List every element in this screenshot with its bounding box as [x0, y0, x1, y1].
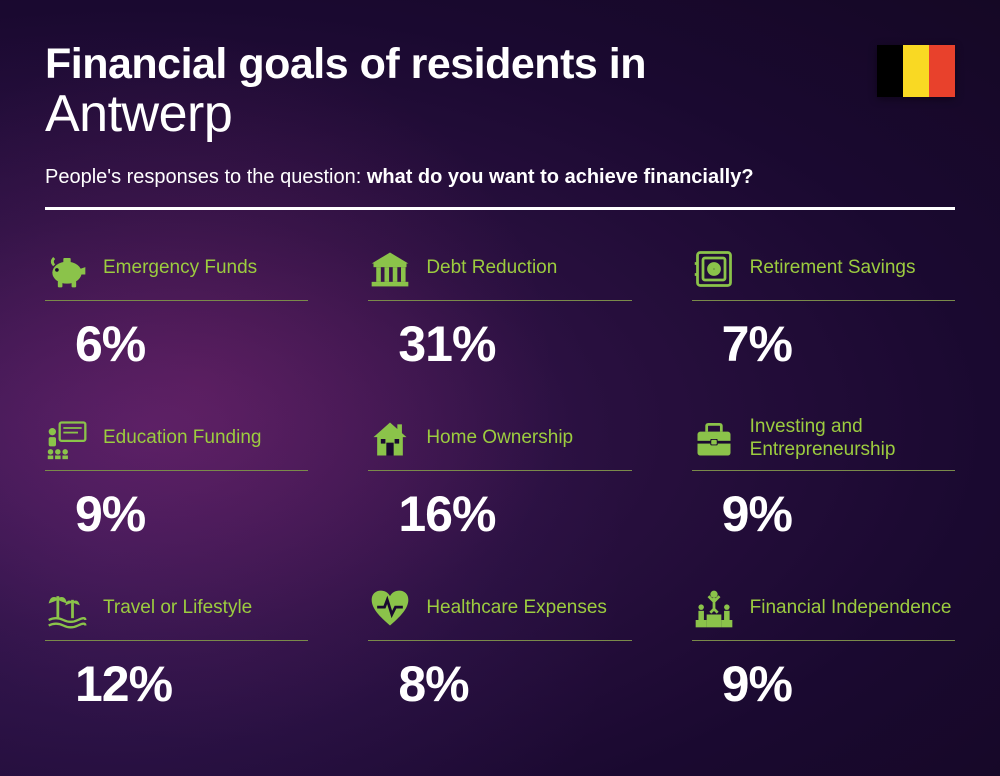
page-title-line2: Antwerp — [45, 84, 955, 144]
goal-head: Debt Reduction — [368, 245, 631, 301]
subtitle-question: what do you want to achieve financially? — [367, 166, 754, 188]
health-icon — [368, 587, 412, 631]
goal-education-funding: Education Funding 9% — [45, 415, 308, 543]
goal-head: Home Ownership — [368, 415, 631, 471]
goal-label: Investing and Entrepreneurship — [750, 416, 955, 462]
briefcase-icon — [692, 417, 736, 461]
goal-percent: 7% — [722, 315, 955, 373]
goal-label: Debt Reduction — [426, 257, 557, 280]
goal-percent: 31% — [398, 315, 631, 373]
goal-label: Home Ownership — [426, 427, 573, 450]
goal-label: Financial Independence — [750, 597, 952, 620]
safe-icon — [692, 247, 736, 291]
goal-percent: 16% — [398, 485, 631, 543]
goal-percent: 8% — [398, 655, 631, 713]
goal-percent: 9% — [722, 655, 955, 713]
goal-healthcare: Healthcare Expenses 8% — [368, 585, 631, 713]
goal-label: Emergency Funds — [103, 257, 257, 280]
subtitle-prefix: People's responses to the question: — [45, 166, 367, 188]
goal-label: Travel or Lifestyle — [103, 597, 252, 620]
piggy-bank-icon — [45, 247, 89, 291]
goal-head: Financial Independence — [692, 585, 955, 641]
flag-stripe-1 — [877, 45, 903, 97]
goal-label: Healthcare Expenses — [426, 597, 607, 620]
goal-percent: 12% — [75, 655, 308, 713]
goal-investing: Investing and Entrepreneurship 9% — [692, 415, 955, 543]
goal-travel-lifestyle: Travel or Lifestyle 12% — [45, 585, 308, 713]
goal-head: Retirement Savings — [692, 245, 955, 301]
goal-label: Education Funding — [103, 427, 261, 450]
education-icon — [45, 417, 89, 461]
goal-home-ownership: Home Ownership 16% — [368, 415, 631, 543]
home-icon — [368, 417, 412, 461]
goal-percent: 9% — [75, 485, 308, 543]
flag-stripe-2 — [903, 45, 929, 97]
travel-icon — [45, 587, 89, 631]
goal-head: Healthcare Expenses — [368, 585, 631, 641]
bank-icon — [368, 247, 412, 291]
goal-financial-independence: Financial Independence 9% — [692, 585, 955, 713]
goal-percent: 9% — [722, 485, 955, 543]
goal-debt-reduction: Debt Reduction 31% — [368, 245, 631, 373]
belgium-flag-icon — [877, 45, 955, 97]
subtitle: People's responses to the question: what… — [45, 166, 955, 189]
page-title-line1: Financial goals of residents in — [45, 40, 955, 89]
goal-label: Retirement Savings — [750, 257, 916, 280]
goal-emergency-funds: Emergency Funds 6% — [45, 245, 308, 373]
independence-icon — [692, 587, 736, 631]
goal-head: Travel or Lifestyle — [45, 585, 308, 641]
goal-head: Education Funding — [45, 415, 308, 471]
goal-head: Investing and Entrepreneurship — [692, 415, 955, 471]
goal-head: Emergency Funds — [45, 245, 308, 301]
divider — [45, 207, 955, 210]
flag-stripe-3 — [929, 45, 955, 97]
header: Financial goals of residents in Antwerp … — [45, 40, 955, 210]
goal-retirement-savings: Retirement Savings 7% — [692, 245, 955, 373]
goal-percent: 6% — [75, 315, 308, 373]
goals-grid: Emergency Funds 6% Debt Reduction 31% Re… — [45, 245, 955, 713]
